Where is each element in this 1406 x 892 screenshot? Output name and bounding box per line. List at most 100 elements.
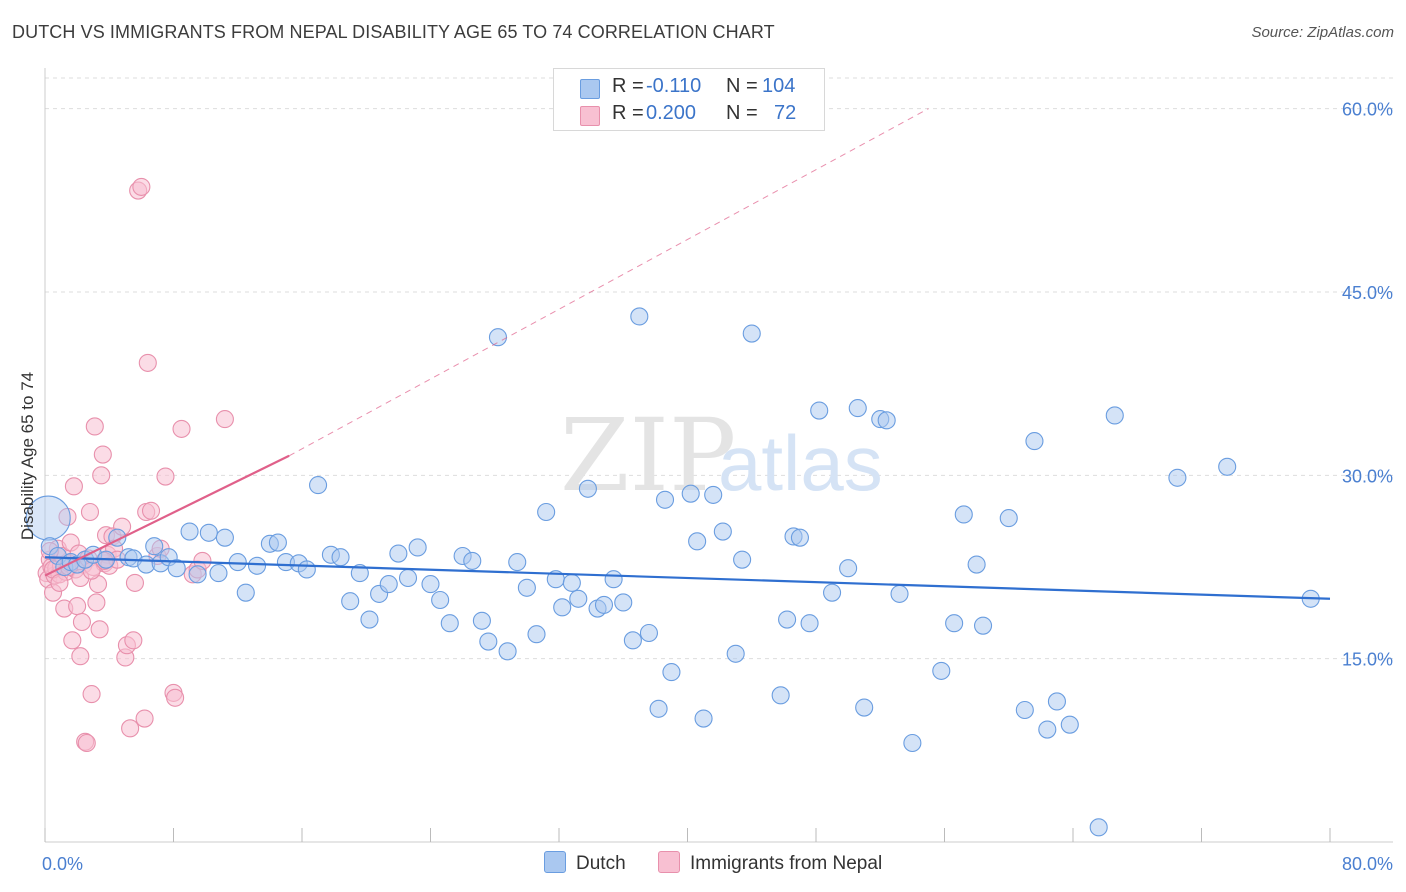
legend-r-label: R =	[612, 102, 644, 124]
dutch-point	[297, 560, 316, 579]
nepal-point	[138, 353, 157, 372]
dutch-point	[431, 590, 450, 610]
dutch-point	[890, 584, 909, 603]
dutch-point	[1038, 720, 1057, 739]
legend-r-value-dutch: -0.110	[646, 75, 702, 97]
dutch-point	[578, 479, 597, 498]
chart-title: DUTCH VS IMMIGRANTS FROM NEPAL DISABILIT…	[12, 22, 775, 42]
tick-labels: 15.0% 30.0% 45.0% 60.0% 0.0% 80.0%	[42, 100, 1393, 874]
source-label: Source: ZipAtlas.com	[1251, 24, 1394, 41]
dutch-point	[236, 583, 255, 602]
dutch-point	[472, 611, 491, 630]
y-tick-label: 15.0%	[1342, 650, 1393, 670]
bottom-legend-label-dutch: Dutch	[576, 853, 626, 874]
dutch-point	[649, 699, 668, 718]
nepal-point	[92, 466, 111, 485]
dutch-point	[209, 564, 228, 583]
dutch-point	[623, 631, 642, 650]
dutch-point	[655, 490, 675, 509]
nepal-point	[68, 597, 87, 616]
dutch-point	[517, 578, 536, 597]
nepal-point	[172, 419, 191, 438]
dutch-point	[1015, 700, 1034, 720]
y-tick-label: 60.0%	[1342, 100, 1393, 120]
nepal-trend-line	[44, 454, 290, 577]
dutch-point	[1089, 818, 1108, 837]
dutch-point	[713, 522, 732, 541]
dutch-point	[537, 502, 556, 522]
dutch-point	[967, 555, 986, 574]
dutch-point	[215, 528, 234, 547]
dutch-point	[704, 485, 723, 504]
axes	[44, 68, 1393, 843]
dutch-point	[1025, 432, 1044, 451]
dutch-point	[778, 610, 797, 629]
legend-row-dutch: R = -0.110 N = 104	[554, 75, 824, 101]
dutch-point	[594, 595, 614, 614]
grid-lines	[45, 77, 1393, 660]
nepal-point	[124, 631, 143, 650]
dutch-point	[810, 401, 829, 420]
nepal-point	[87, 593, 106, 612]
nepal-point	[141, 501, 161, 520]
dutch-point	[1105, 406, 1124, 425]
nepal-point	[135, 709, 154, 728]
dutch-point	[188, 565, 207, 584]
x-tick-label: 0.0%	[42, 854, 83, 874]
dutch-point	[932, 661, 951, 680]
dutch-point	[360, 610, 379, 629]
dutch-point	[440, 614, 459, 633]
dutch-point	[742, 324, 761, 343]
dutch-trend-line	[44, 556, 1331, 600]
dutch-point	[553, 598, 572, 617]
dutch-point	[1218, 457, 1237, 476]
dutch-point	[389, 544, 408, 563]
dutch-point	[1047, 692, 1066, 711]
dutch-point	[800, 614, 819, 633]
nepal-series	[37, 177, 234, 753]
dutch-point	[726, 644, 745, 663]
legend: R = -0.110 N = 104 R = 0.200 N = 72	[553, 68, 825, 131]
legend-n-label: N =	[726, 102, 758, 124]
legend-r-value-nepal: 0.200	[646, 102, 697, 124]
dutch-point	[945, 614, 964, 633]
dutch-point	[268, 533, 287, 552]
nepal-point	[72, 612, 91, 632]
legend-swatch-dutch	[580, 79, 600, 99]
dutch-point	[639, 623, 659, 643]
dutch-point	[498, 642, 517, 661]
dutch-point	[247, 556, 267, 575]
dutch-point	[508, 553, 527, 572]
bottom-legend-label-nepal: Immigrants from Nepal	[690, 853, 883, 874]
trend-lines	[44, 108, 1331, 600]
legend-swatch-nepal	[580, 106, 600, 126]
dutch-point	[855, 698, 874, 717]
nepal-point	[166, 688, 185, 707]
dutch-point	[771, 686, 790, 705]
dutch-point	[839, 559, 858, 578]
dutch-point	[1168, 468, 1187, 487]
nepal-point	[156, 467, 175, 486]
dutch-point	[228, 553, 247, 572]
dutch-point	[877, 411, 896, 430]
bottom-legend-nepal: Immigrants from Nepal	[658, 851, 882, 875]
nepal-trend-extension	[288, 108, 929, 457]
dutch-point	[903, 733, 922, 753]
bottom-legend-swatch-nepal	[658, 851, 680, 873]
legend-r-label: R =	[612, 75, 644, 97]
dutch-point	[199, 523, 218, 542]
dutch-point	[733, 550, 752, 569]
nepal-point	[121, 719, 140, 738]
dutch-point	[562, 573, 581, 592]
dutch-point	[630, 307, 649, 326]
dutch-point	[790, 528, 809, 547]
dutch-point	[688, 532, 707, 551]
nepal-point	[64, 477, 83, 496]
dutch-point	[331, 548, 350, 567]
dutch-series	[25, 307, 1320, 837]
dutch-point	[398, 568, 418, 588]
dutch-point	[145, 537, 164, 556]
nepal-point	[80, 502, 100, 522]
dutch-point	[823, 583, 842, 602]
